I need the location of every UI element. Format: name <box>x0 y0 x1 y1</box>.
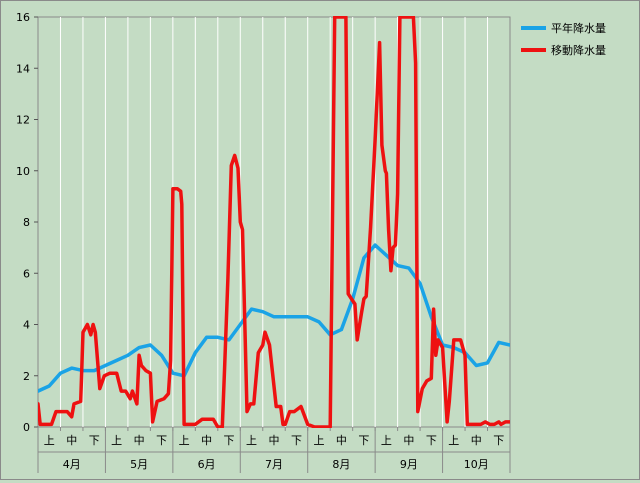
x-month-label: 6月 <box>198 458 216 471</box>
y-tick-label: 8 <box>23 216 30 229</box>
y-tick-label: 0 <box>23 421 30 434</box>
x-tick-label: 下 <box>291 434 302 447</box>
y-tick-label: 2 <box>23 370 30 383</box>
x-month-label: 7月 <box>265 458 283 471</box>
grid <box>59 17 489 427</box>
legend-label: 平年降水量 <box>551 21 606 35</box>
x-month-label: 10月 <box>464 458 489 471</box>
x-tick-label: 中 <box>336 434 347 447</box>
x-tick-label: 上 <box>179 434 190 447</box>
legend-label: 移動降水量 <box>551 43 606 57</box>
x-tick-label: 下 <box>224 434 235 447</box>
x-tick-label: 上 <box>111 434 122 447</box>
y-tick-label: 16 <box>16 11 30 24</box>
x-tick-label: 中 <box>403 434 414 447</box>
x-tick-label: 上 <box>313 434 324 447</box>
x-month-label: 9月 <box>400 458 418 471</box>
x-tick-label: 下 <box>156 434 167 447</box>
x-tick-label: 上 <box>448 434 459 447</box>
x-tick-label: 中 <box>201 434 212 447</box>
series-lines <box>38 16 510 428</box>
series-line-2 <box>38 16 510 428</box>
x-tick-label: 下 <box>358 434 369 447</box>
y-tick-label: 14 <box>16 62 30 75</box>
x-month-label: 8月 <box>332 458 350 471</box>
x-tick-label: 下 <box>426 434 437 447</box>
x-tick-label: 中 <box>134 434 145 447</box>
x-tick-label: 下 <box>89 434 100 447</box>
y-tick-label: 6 <box>23 267 30 280</box>
series-line-1 <box>38 243 510 393</box>
y-tick-label: 12 <box>16 114 30 127</box>
x-tick-label: 上 <box>246 434 257 447</box>
x-tick-label: 上 <box>381 434 392 447</box>
x-tick-label: 中 <box>269 434 280 447</box>
x-month-label: 5月 <box>130 458 148 471</box>
x-tick-label: 中 <box>66 434 77 447</box>
y-axis: 0 2 4 6 8 10 12 14 16 <box>16 11 38 434</box>
x-tick-label: 中 <box>471 434 482 447</box>
x-tick-label: 下 <box>493 434 504 447</box>
y-tick-label: 4 <box>23 319 30 332</box>
y-tick-label: 10 <box>16 165 30 178</box>
x-tick-label: 上 <box>44 434 55 447</box>
x-axis: 上中下4月上中下5月上中下6月上中下7月上中下8月上中下9月上中下10月 <box>37 427 511 473</box>
x-month-label: 4月 <box>63 458 81 471</box>
